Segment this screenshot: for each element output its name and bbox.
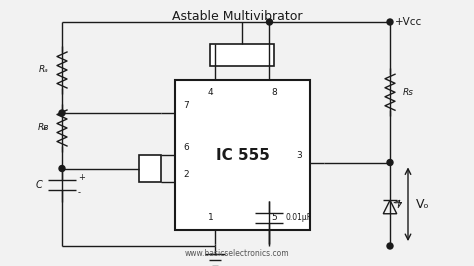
- Text: IC 555: IC 555: [216, 148, 269, 163]
- Text: C: C: [35, 180, 42, 190]
- Text: Vₒ: Vₒ: [416, 198, 429, 211]
- Circle shape: [387, 160, 393, 165]
- Circle shape: [387, 243, 393, 249]
- Text: 7: 7: [183, 101, 189, 110]
- Text: 1: 1: [208, 213, 213, 222]
- Text: Rᴃ: Rᴃ: [38, 123, 50, 132]
- Bar: [139, 155, 161, 182]
- Text: 4: 4: [208, 88, 213, 97]
- Circle shape: [387, 19, 393, 25]
- Circle shape: [59, 110, 65, 116]
- Text: +: +: [78, 172, 85, 181]
- Circle shape: [266, 19, 273, 25]
- Text: 3: 3: [296, 151, 302, 160]
- Text: +Vcc: +Vcc: [395, 17, 422, 27]
- Text: 5: 5: [272, 213, 277, 222]
- Text: Rₐ: Rₐ: [39, 65, 49, 74]
- Text: 0.01μF: 0.01μF: [285, 214, 311, 222]
- Text: 8: 8: [272, 88, 277, 97]
- Bar: [175, 80, 310, 230]
- Bar: [210, 44, 274, 66]
- Text: 6: 6: [183, 143, 189, 152]
- Text: Rs: Rs: [402, 88, 413, 97]
- Text: -: -: [78, 189, 81, 197]
- Text: Astable Multivibrator: Astable Multivibrator: [172, 10, 302, 23]
- Text: 2: 2: [183, 170, 189, 179]
- Circle shape: [59, 165, 65, 172]
- Text: www.basicselectronics.com: www.basicselectronics.com: [185, 249, 289, 258]
